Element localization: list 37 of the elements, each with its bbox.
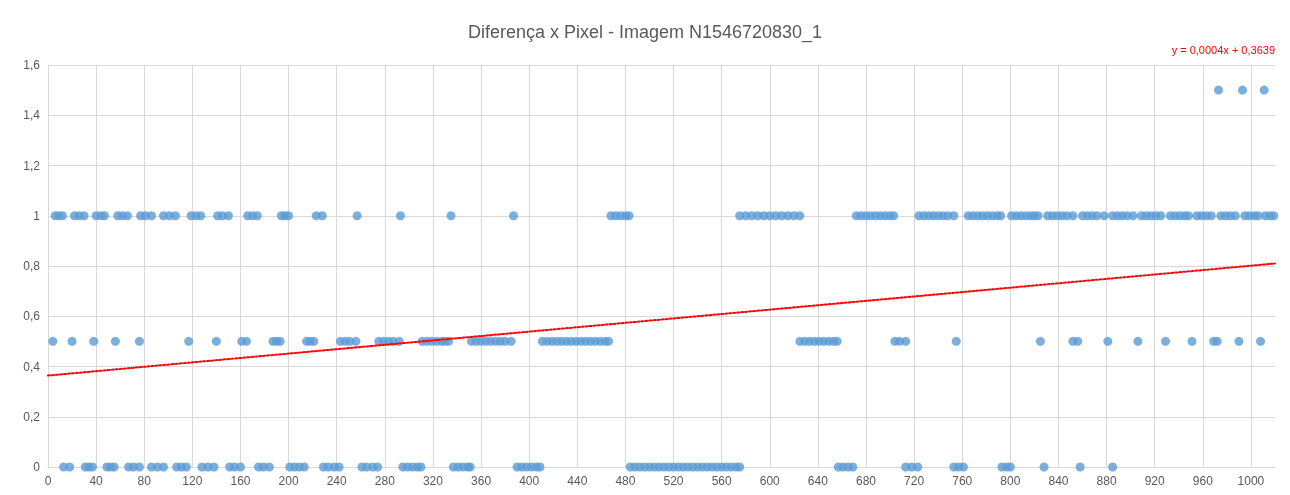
x-tick-label: 320 (422, 474, 444, 488)
y-tick-label: 0,6 (23, 309, 41, 324)
y-tick-label: 0,8 (23, 259, 41, 273)
x-tick-label: 0 (44, 474, 52, 488)
x-tick-label: 880 (1096, 474, 1117, 488)
x-tick-label: 360 (471, 474, 492, 488)
x-tick-label: 80 (137, 474, 152, 488)
x-tick-label: 1000 (1237, 474, 1265, 488)
y-tick-label: 1,4 (23, 108, 41, 123)
x-tick-label: 800 (1000, 474, 1021, 488)
x-tick-label: 760 (952, 474, 973, 488)
x-tick-label: 920 (1144, 474, 1166, 488)
x-tick-label: 160 (230, 474, 251, 488)
chart-title: Diferença x Pixel - Imagem N1546720830_1 (467, 22, 823, 43)
x-tick-label: 720 (904, 474, 925, 488)
y-tick-label: 0,4 (23, 359, 41, 374)
x-tick-label: 560 (711, 474, 732, 488)
x-tick-label: 840 (1048, 474, 1069, 488)
x-tick-label: 680 (855, 474, 877, 488)
y-tick-label: 1,6 (23, 58, 41, 72)
y-tick-label: 0 (33, 460, 41, 474)
x-tick-label: 240 (326, 474, 348, 488)
x-tick-label: 200 (278, 474, 299, 488)
x-tick-label: 480 (615, 474, 636, 488)
x-tick-label: 960 (1192, 474, 1214, 488)
x-tick-label: 600 (759, 474, 781, 488)
x-tick-label: 520 (663, 474, 684, 488)
y-tick-label: 0,2 (23, 409, 41, 424)
x-tick-label: 280 (374, 474, 396, 488)
y-tick-label: 1,2 (23, 158, 41, 173)
x-tick-label: 40 (89, 474, 104, 488)
x-tick-label: 640 (807, 474, 829, 488)
x-tick-label: 440 (567, 474, 588, 488)
y-tick-label: 1 (33, 208, 41, 223)
x-tick-label: 120 (182, 474, 203, 488)
text: y = 0,0004x + 0,3639 (1171, 43, 1276, 56)
x-tick-label: 400 (519, 474, 540, 488)
